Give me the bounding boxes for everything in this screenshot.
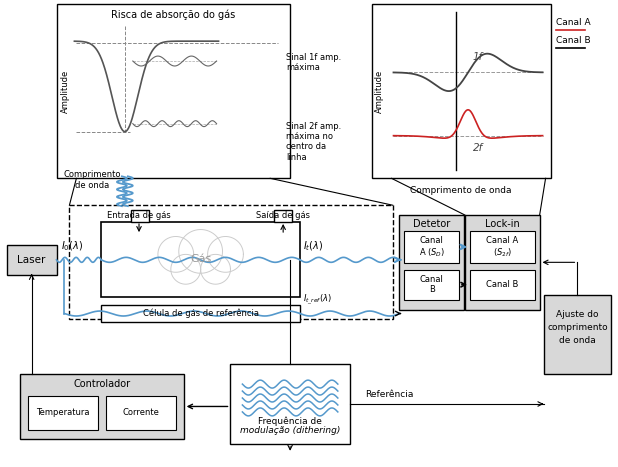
Bar: [28, 396, 98, 430]
Text: $I_t(\lambda)$: $I_t(\lambda)$: [303, 239, 323, 253]
Text: Canal A: Canal A: [486, 236, 519, 246]
Text: Canal B: Canal B: [556, 35, 590, 45]
Text: 1f: 1f: [473, 52, 483, 63]
Text: Referência: Referência: [365, 389, 413, 398]
Text: Frequência de: Frequência de: [258, 416, 322, 425]
Text: Canal B: Canal B: [486, 280, 519, 289]
Bar: [274, 210, 292, 222]
Text: Corrente: Corrente: [122, 409, 159, 417]
Bar: [7, 245, 56, 275]
Text: comprimento: comprimento: [547, 323, 607, 332]
Text: Gás: Gás: [190, 255, 211, 264]
Bar: [404, 231, 459, 263]
Bar: [131, 210, 149, 222]
Text: $(S_{2f})$: $(S_{2f})$: [493, 247, 512, 259]
Text: Amplitude: Amplitude: [61, 70, 70, 113]
Text: Canal A: Canal A: [556, 18, 590, 27]
Bar: [231, 364, 350, 444]
Text: Célula de gás de referência: Célula de gás de referência: [143, 309, 259, 318]
Bar: [399, 215, 464, 310]
Text: Ajuste do: Ajuste do: [556, 310, 599, 319]
Text: Sinal 1f amp.
máxima: Sinal 1f amp. máxima: [286, 53, 341, 72]
Text: Risca de absorção do gás: Risca de absorção do gás: [111, 9, 235, 20]
Text: Entrada de gás: Entrada de gás: [107, 211, 171, 219]
Text: Laser: Laser: [17, 255, 46, 265]
Text: 2f: 2f: [473, 142, 483, 153]
Bar: [101, 222, 300, 297]
Bar: [404, 270, 459, 300]
Text: Comprimento
de onda: Comprimento de onda: [64, 170, 121, 190]
Text: Saída de gás: Saída de gás: [256, 211, 310, 219]
Bar: [544, 295, 611, 374]
Bar: [69, 205, 392, 319]
Text: A $(S_D)$: A $(S_D)$: [418, 247, 445, 259]
Bar: [465, 215, 540, 310]
Bar: [101, 304, 300, 323]
Text: modulação (dithering): modulação (dithering): [240, 426, 341, 435]
Bar: [20, 374, 184, 439]
Text: Temperatura: Temperatura: [36, 409, 90, 417]
Bar: [470, 270, 535, 300]
Bar: [371, 4, 551, 178]
Text: Comprimento de onda: Comprimento de onda: [410, 186, 512, 195]
Text: Sinal 2f amp.
máxima no
centro da
linha: Sinal 2f amp. máxima no centro da linha: [286, 122, 341, 162]
Text: Detetor: Detetor: [413, 219, 451, 229]
Bar: [470, 231, 535, 263]
Bar: [56, 4, 290, 178]
Text: de onda: de onda: [559, 336, 596, 345]
Text: Canal
B: Canal B: [420, 275, 444, 294]
Text: $I_0(\lambda)$: $I_0(\lambda)$: [61, 239, 83, 253]
Text: Amplitude: Amplitude: [375, 70, 384, 113]
Text: Controlador: Controlador: [73, 379, 130, 389]
Text: Canal: Canal: [420, 236, 444, 246]
Text: $I_{t\_ref}(\lambda)$: $I_{t\_ref}(\lambda)$: [303, 292, 332, 306]
Bar: [106, 396, 176, 430]
Text: Lock-in: Lock-in: [485, 219, 520, 229]
